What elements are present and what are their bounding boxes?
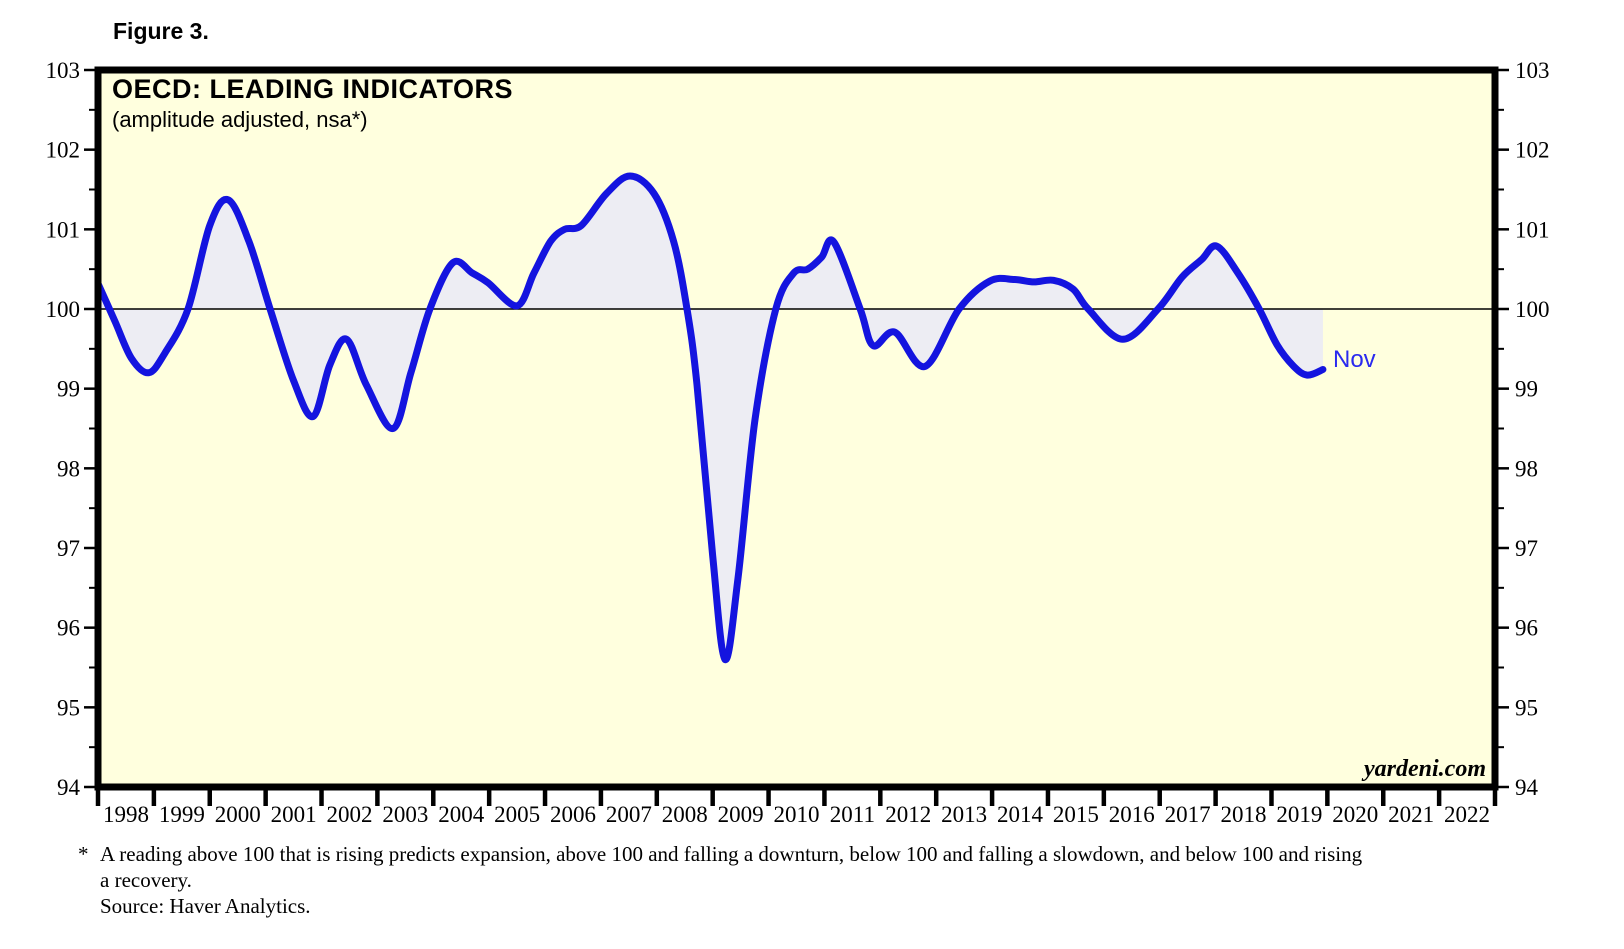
y-axis-label-right: 102 — [1515, 138, 1550, 163]
y-axis-label-right: 99 — [1515, 377, 1538, 402]
y-axis-label-right: 97 — [1515, 536, 1538, 561]
x-axis-year-label: 2010 — [774, 802, 820, 827]
area-fill-layer — [98, 176, 1323, 660]
y-axis-label-left: 100 — [46, 297, 81, 322]
area-between-line-and-100 — [98, 176, 1323, 660]
y-axis-label-left: 94 — [57, 775, 81, 800]
x-axis-year-label: 2019 — [1276, 802, 1322, 827]
x-axis-year-label: 2012 — [885, 802, 931, 827]
x-axis-year-label: 2016 — [1109, 802, 1155, 827]
series-line-layer — [94, 172, 1327, 664]
x-axis-year-label: 2009 — [718, 802, 764, 827]
x-axis-year-label: 2011 — [830, 802, 875, 827]
footnote-marker: * — [78, 842, 89, 866]
x-axis-year-label: 2008 — [662, 802, 708, 827]
y-axis-label-left: 97 — [57, 536, 80, 561]
x-axis-year-label: 1998 — [103, 802, 149, 827]
y-axis-label-left: 102 — [46, 138, 81, 163]
y-axis-label-right: 101 — [1515, 217, 1550, 242]
x-axis-year-label: 2018 — [1221, 802, 1267, 827]
plot-frame — [94, 66, 1499, 791]
x-axis-year-label: 2002 — [326, 802, 372, 827]
plot-background — [98, 70, 1495, 787]
x-axis-year-label: 1999 — [159, 802, 205, 827]
y-axis-label-left: 103 — [46, 58, 81, 83]
chart-title: OECD: LEADING INDICATORS — [112, 74, 513, 104]
x-axis-year-label: 2003 — [382, 802, 428, 827]
x-axis-year-label: 2015 — [1053, 802, 1099, 827]
x-axis-year-label: 2004 — [438, 802, 485, 827]
chart-subtitle: (amplitude adjusted, nsa*) — [112, 107, 368, 132]
x-axis-year-label: 2014 — [997, 802, 1044, 827]
x-axis-year-label: 2001 — [271, 802, 317, 827]
x-axis-year-label: 2021 — [1388, 802, 1434, 827]
y-axis-label-left: 96 — [57, 616, 80, 641]
x-axis-year-label: 2000 — [215, 802, 261, 827]
x-axis-year-label: 2006 — [550, 802, 596, 827]
y-axis-label-right: 103 — [1515, 58, 1550, 83]
y-axis-label-left: 95 — [57, 695, 80, 720]
y-axis-label-left: 98 — [57, 456, 80, 481]
series-end-label-nov: Nov — [1333, 346, 1376, 373]
y-axis-label-right: 94 — [1515, 775, 1539, 800]
x-axis-year-label: 2017 — [1165, 802, 1211, 827]
footnote-line-1: A reading above 100 that is rising predi… — [100, 842, 1363, 866]
watermark-yardeni: yardeni.com — [1361, 756, 1486, 782]
figure-title: Figure 3. — [113, 18, 209, 44]
footnote: * A reading above 100 that is rising pre… — [78, 841, 1548, 919]
x-axis-year-label: 2005 — [494, 802, 540, 827]
indicator-line — [94, 172, 1327, 664]
y-axis-label-left: 101 — [46, 217, 81, 242]
x-axis-year-label: 2022 — [1444, 802, 1490, 827]
y-axis-label-right: 100 — [1515, 297, 1550, 322]
x-axis-year-label: 2020 — [1332, 802, 1378, 827]
y-axis-label-right: 96 — [1515, 616, 1538, 641]
x-axis-year-label: 2013 — [941, 802, 987, 827]
y-axis-label-left: 99 — [57, 377, 80, 402]
footnote-line-2: a recovery. — [100, 868, 192, 892]
footnote-source: Source: Haver Analytics. — [100, 894, 311, 918]
y-axis-label-right: 95 — [1515, 695, 1538, 720]
y-axis-label-right: 98 — [1515, 456, 1538, 481]
axis-ticks-layer: 94 94 95 95 96 96 97 97 98 98 99 99 100 100 101 101 102 1… — [46, 58, 1550, 827]
x-axis-year-label: 2007 — [606, 802, 652, 827]
